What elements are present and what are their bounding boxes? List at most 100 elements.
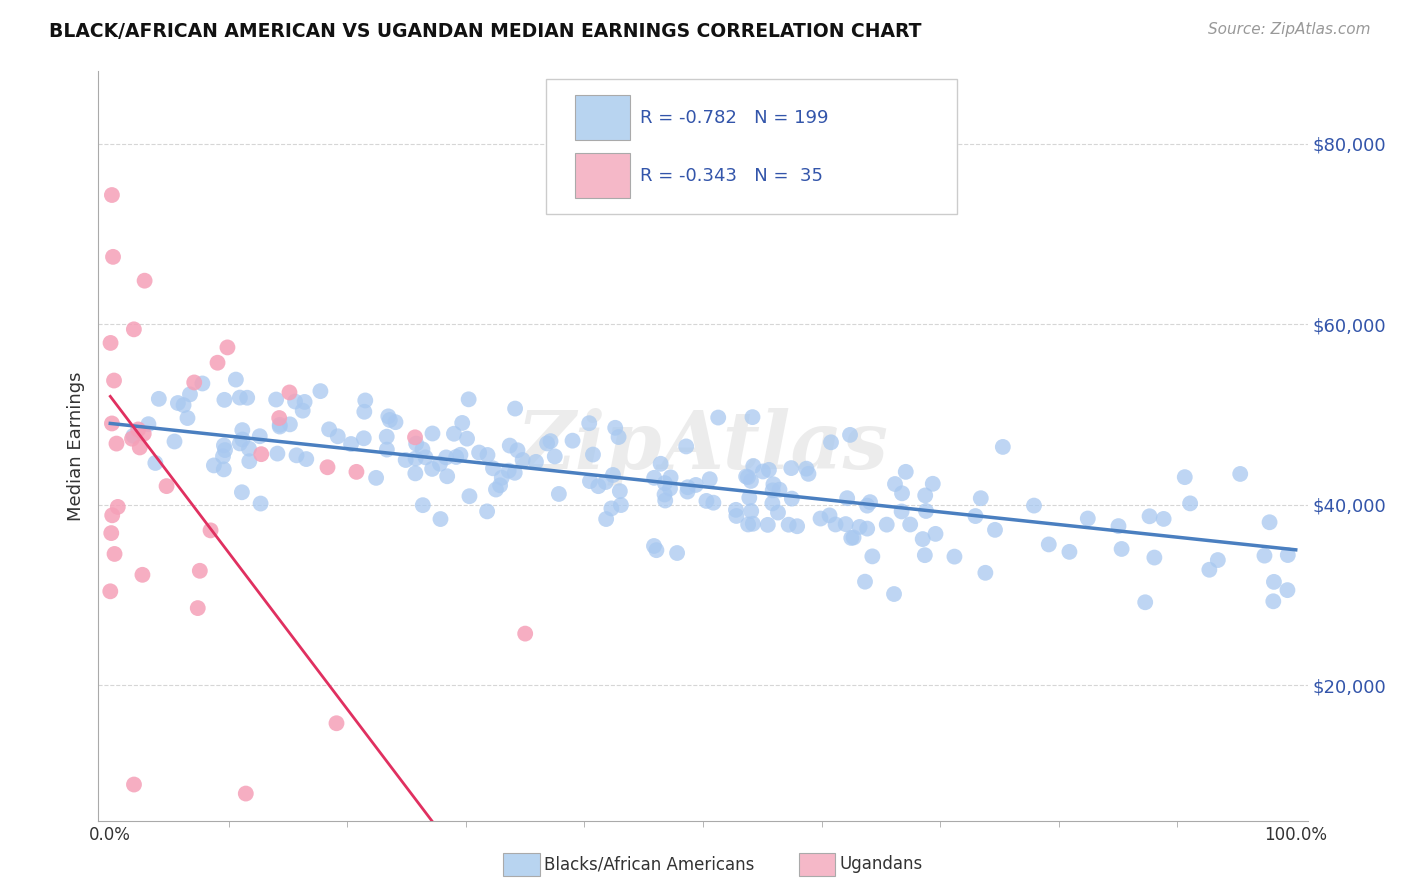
Point: [685, 478, 707, 492]
Point: [659, 482, 682, 496]
Point: [250, 447, 273, 461]
Point: [214, 443, 236, 458]
Point: [756, 517, 779, 532]
Point: [1059, 545, 1081, 559]
Point: [295, 452, 318, 467]
Point: [762, 477, 785, 491]
Point: [762, 483, 785, 498]
Point: [225, 373, 247, 387]
Point: [741, 516, 763, 531]
Point: [377, 409, 399, 424]
Point: [1277, 583, 1299, 598]
Point: [294, 395, 316, 409]
Point: [1077, 511, 1099, 525]
Point: [207, 356, 229, 370]
Point: [725, 508, 748, 523]
Point: [451, 416, 474, 430]
Point: [740, 504, 762, 518]
Point: [231, 423, 253, 437]
Point: [991, 440, 1014, 454]
Point: [485, 483, 508, 497]
Point: [235, 787, 257, 801]
Point: [778, 517, 800, 532]
Point: [404, 467, 426, 481]
Point: [346, 465, 368, 479]
Point: [1143, 550, 1166, 565]
Point: [503, 466, 526, 480]
Point: [984, 523, 1007, 537]
Point: [595, 512, 617, 526]
Point: [702, 496, 724, 510]
Point: [143, 456, 166, 470]
Point: [742, 458, 765, 473]
Point: [105, 436, 128, 450]
Point: [101, 508, 124, 523]
Point: [676, 484, 699, 499]
Point: [499, 439, 522, 453]
Point: [643, 471, 665, 485]
Point: [420, 462, 443, 476]
Point: [179, 387, 201, 401]
Point: [134, 274, 156, 288]
Point: [131, 567, 153, 582]
Point: [155, 479, 177, 493]
Point: [659, 470, 682, 484]
Point: [449, 448, 471, 462]
Point: [1263, 594, 1285, 608]
Point: [458, 489, 481, 503]
Point: [650, 457, 672, 471]
Point: [103, 374, 125, 388]
Point: [676, 480, 699, 494]
Point: [384, 415, 406, 429]
Point: [911, 532, 934, 546]
Point: [524, 455, 547, 469]
Point: [1253, 549, 1275, 563]
Point: [834, 517, 856, 532]
Text: Ugandans: Ugandans: [839, 855, 922, 873]
Point: [202, 458, 225, 473]
Point: [412, 498, 434, 512]
Point: [138, 417, 160, 432]
Point: [578, 416, 600, 430]
Point: [107, 500, 129, 514]
Point: [491, 471, 513, 485]
Point: [884, 477, 907, 491]
Point: [1229, 467, 1251, 481]
Point: [236, 391, 259, 405]
Point: [695, 494, 717, 508]
Point: [738, 491, 761, 505]
Point: [422, 426, 444, 441]
Point: [127, 422, 149, 436]
Point: [121, 432, 143, 446]
Point: [921, 476, 943, 491]
FancyBboxPatch shape: [546, 78, 957, 214]
Point: [645, 543, 668, 558]
Point: [475, 504, 498, 518]
Point: [643, 539, 665, 553]
Point: [173, 398, 195, 412]
Point: [1174, 470, 1197, 484]
Point: [503, 401, 526, 416]
Point: [366, 471, 388, 485]
Point: [943, 549, 966, 564]
Point: [824, 517, 846, 532]
Point: [1178, 496, 1201, 510]
Point: [654, 493, 676, 508]
Point: [737, 470, 759, 484]
Text: Blacks/African Americans: Blacks/African Americans: [544, 855, 755, 873]
Point: [842, 531, 865, 545]
Point: [675, 439, 697, 453]
Point: [229, 436, 252, 450]
Point: [266, 446, 288, 460]
Point: [856, 522, 879, 536]
Point: [148, 392, 170, 406]
Point: [970, 491, 993, 506]
Point: [1038, 537, 1060, 551]
Point: [434, 450, 457, 465]
Point: [839, 531, 862, 545]
Point: [914, 548, 936, 562]
Point: [1139, 509, 1161, 524]
Point: [1022, 499, 1045, 513]
Point: [1277, 548, 1299, 562]
Point: [429, 512, 451, 526]
